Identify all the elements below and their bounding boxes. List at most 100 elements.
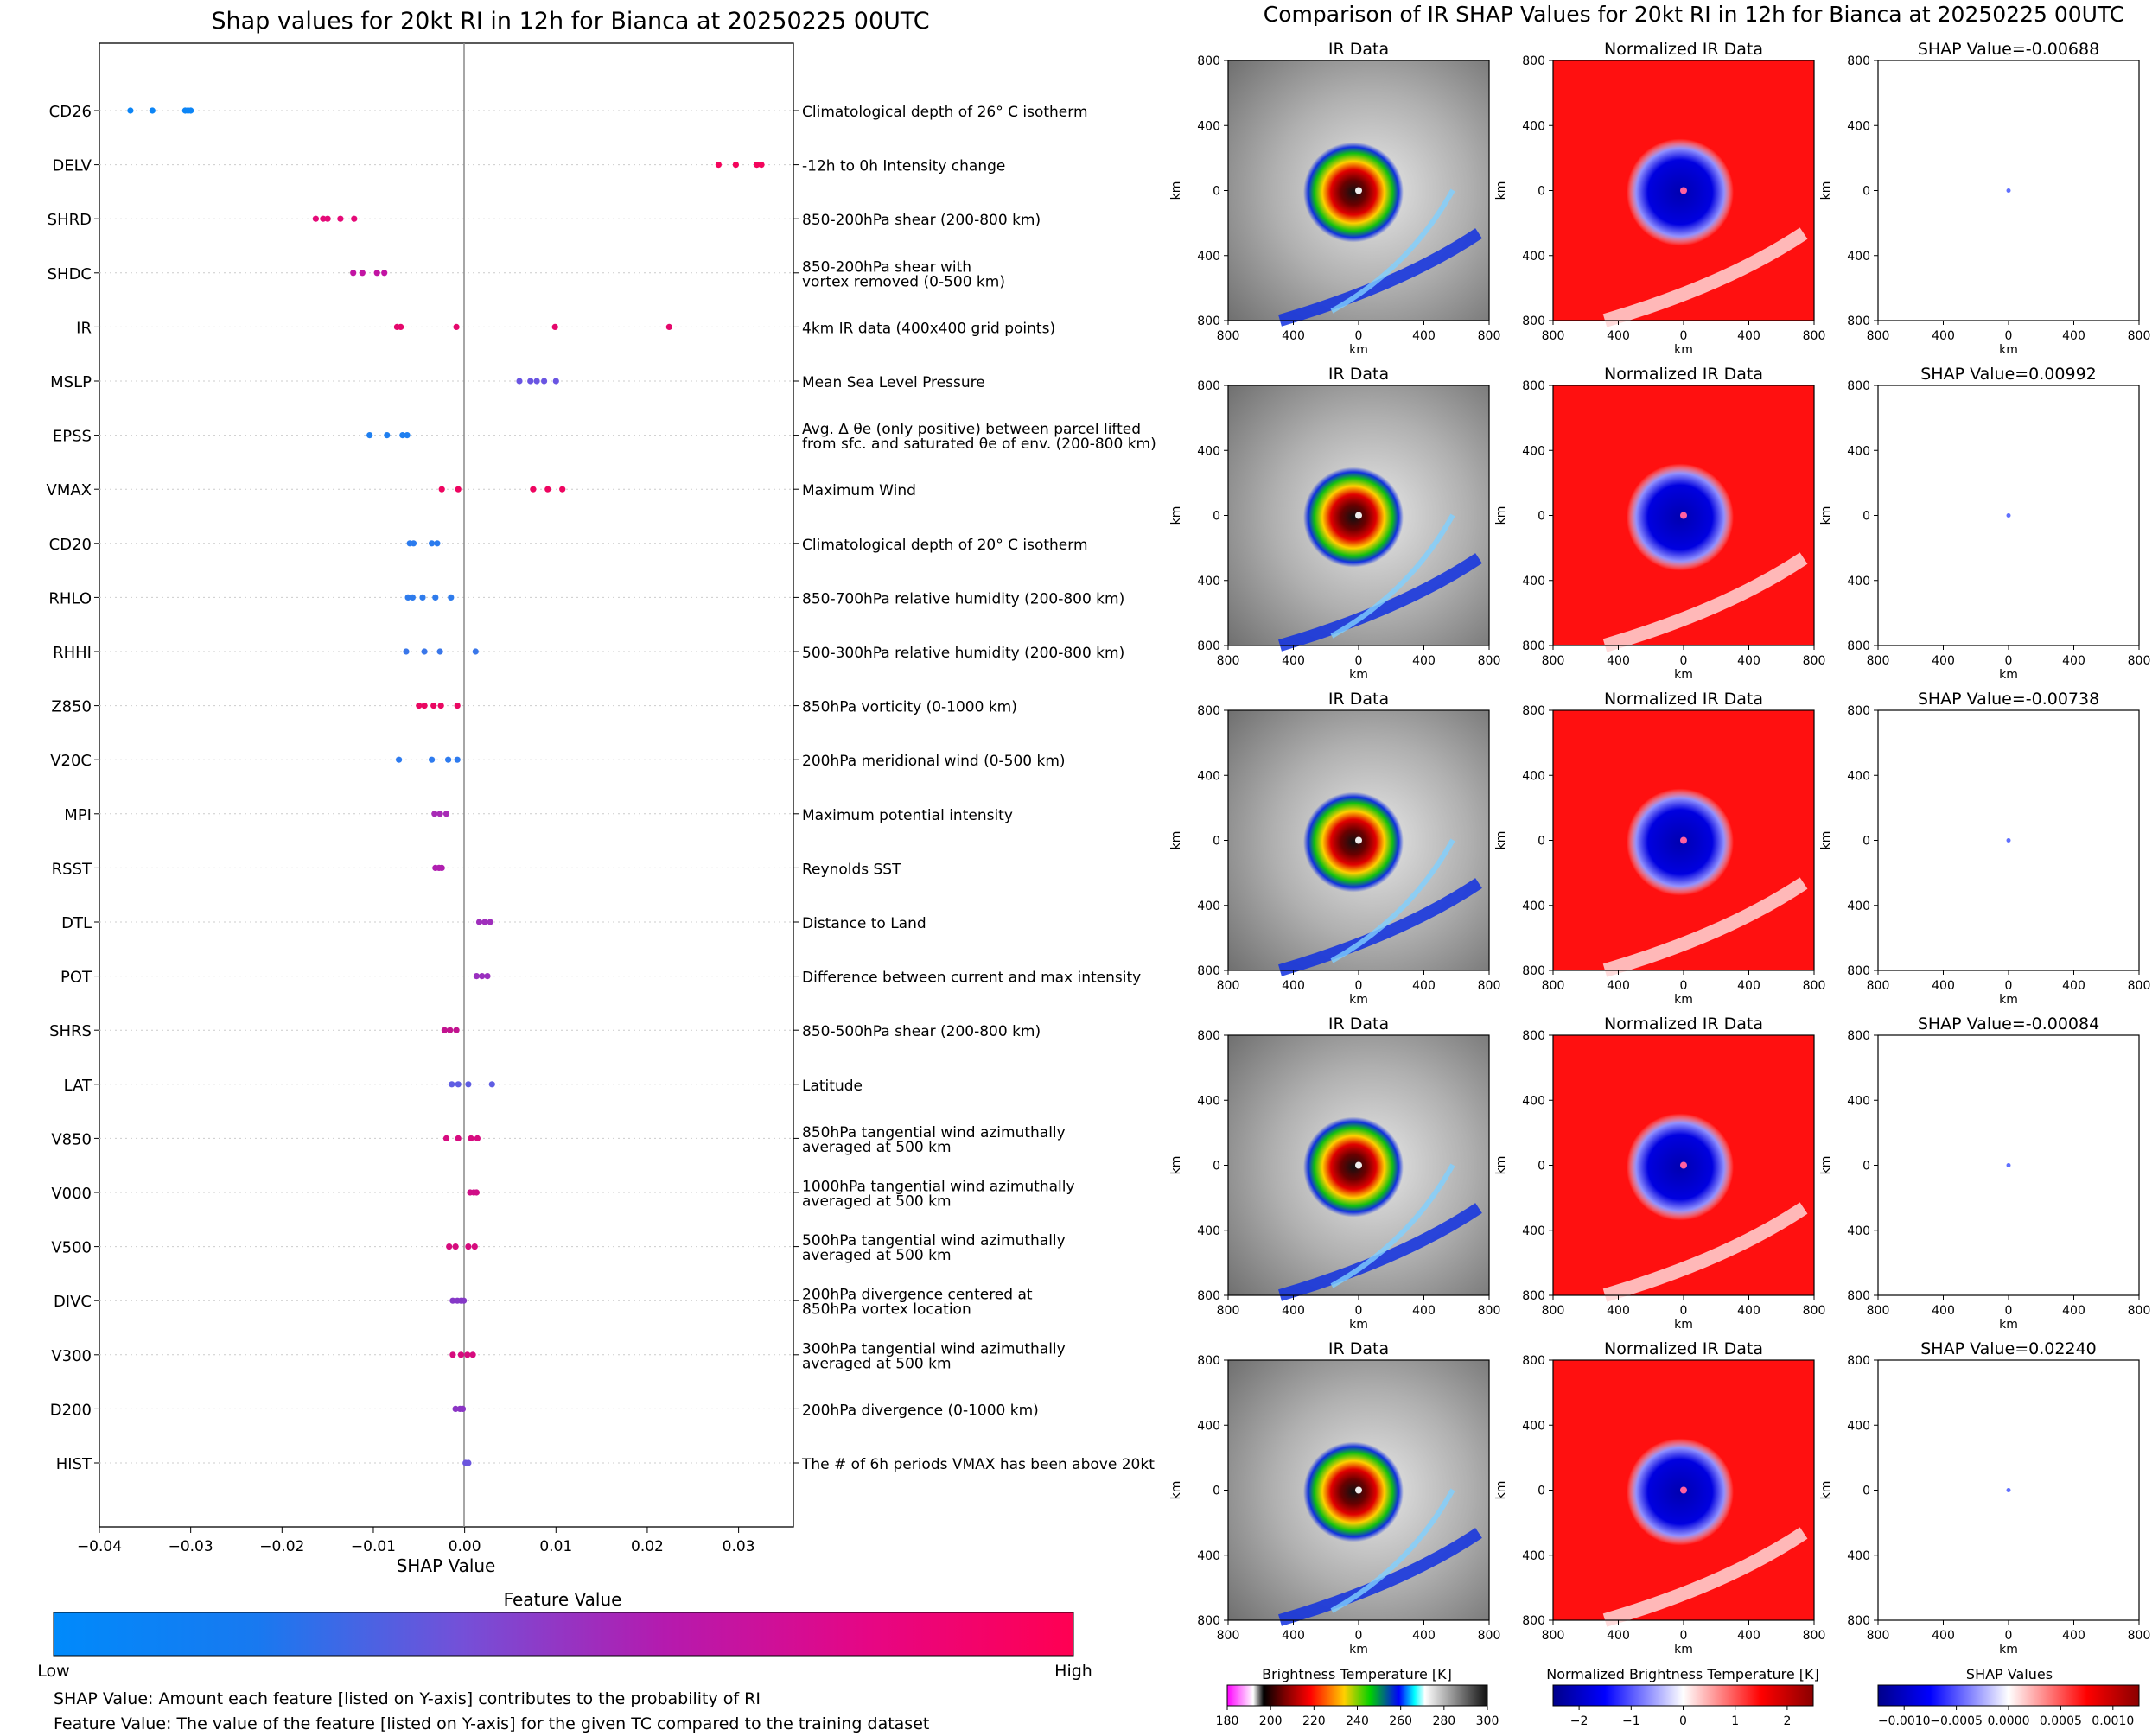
ir-rainband [1278, 228, 1482, 327]
colorbar-tick-label: 0.0005 [2040, 1714, 2082, 1728]
norm-eye [1680, 1486, 1687, 1494]
panel-y-tick-label: 0 [1213, 510, 1220, 524]
panel-x-tick-label: 800 [1217, 979, 1240, 993]
feature-description: 200hPa meridional wind (0-500 km) [802, 753, 1066, 770]
scatter-point [465, 1459, 472, 1466]
feature-label: DTL [61, 914, 92, 932]
panel-x-tick-label: 400 [1932, 1629, 1955, 1643]
panel-y-tick-label: 800 [1847, 379, 1870, 393]
feature-label: V20C [50, 752, 92, 770]
panel-y-tick-label: 400 [1197, 769, 1220, 783]
feature-description: Difference between current and max inten… [802, 970, 1141, 987]
scatter-point [431, 811, 438, 817]
panel-y-label: km [1819, 506, 1833, 525]
norm-eye [1680, 1161, 1687, 1169]
panel-y-tick-label: 0 [1862, 1160, 1870, 1173]
panel-x-tick-label: 400 [1737, 979, 1760, 993]
panel-title-shap: SHAP Value=0.00992 [1920, 365, 2097, 384]
panel-x-tick-label: 400 [1282, 1304, 1305, 1318]
panel-y-tick-label: 400 [1847, 900, 1870, 913]
panel-x-tick-label: 0 [1680, 1629, 1688, 1643]
scatter-point [455, 1081, 462, 1088]
panel-y-tick-label: 800 [1197, 1354, 1220, 1368]
panel-x-tick-label: 400 [2062, 979, 2085, 993]
scatter-point [544, 486, 551, 493]
scatter-point [715, 162, 723, 169]
colorbar-low-label: Low [37, 1662, 69, 1681]
feature-description: 850-200hPa shear with [802, 258, 971, 276]
panel-x-tick-label: 800 [1542, 329, 1565, 343]
panel-y-tick-label: 0 [1538, 1160, 1545, 1173]
panel-x-tick-label: 400 [1932, 979, 1955, 993]
colorbar-tick-label: 240 [1346, 1714, 1369, 1728]
panel-x-tick-label: 400 [1607, 329, 1630, 343]
panel-y-tick-label: 400 [1197, 900, 1220, 913]
panel-x-tick-label: 400 [1282, 1629, 1305, 1643]
feature-description: from sfc. and saturated θe of env. (200-… [802, 436, 1156, 453]
scatter-point [396, 756, 403, 763]
scatter-point [312, 215, 319, 222]
panel-title-norm: Normalized IR Data [1604, 1339, 1763, 1358]
feature-label: MSLP [50, 373, 92, 391]
feature-label: IR [76, 319, 92, 337]
norm-rainband [1602, 1202, 1808, 1302]
panel-y-label: km [1494, 506, 1508, 525]
scatter-point [484, 973, 491, 980]
panel-y-tick-label: 800 [1847, 964, 1870, 978]
panel-y-tick-label: 800 [1197, 315, 1220, 328]
feature-label: EPSS [53, 428, 92, 446]
feature-label: VMAX [47, 481, 92, 499]
panel-title-ir: IR Data [1328, 1014, 1389, 1033]
colorbar-tick-label: 220 [1302, 1714, 1326, 1728]
panel-x-tick-label: 400 [1412, 329, 1436, 343]
scatter-point [437, 703, 444, 709]
feature-label: DIVC [54, 1293, 92, 1311]
colorbar-tick-label: 300 [1476, 1714, 1499, 1728]
panel-title-ir: IR Data [1328, 40, 1389, 59]
panel-x-tick-label: 400 [1737, 1629, 1760, 1643]
x-tick-label: −0.01 [351, 1538, 396, 1555]
feature-label: SHRD [48, 211, 92, 229]
feature-description: vortex removed (0-500 km) [802, 273, 1005, 290]
scatter-point [754, 162, 761, 169]
panel-x-tick-label: 800 [1217, 1629, 1240, 1643]
panel-y-tick-label: 800 [1197, 1614, 1220, 1628]
panel-y-label: km [1169, 506, 1183, 525]
panel-x-tick-label: 0 [2005, 979, 2013, 993]
colorbar-tick-label: 280 [1432, 1714, 1455, 1728]
colorbar-tick-label: 180 [1216, 1714, 1239, 1728]
panel-x-tick-label: 800 [2128, 1629, 2151, 1643]
scatter-point [442, 811, 450, 817]
scatter-point [398, 323, 404, 330]
panel-x-label: km [1349, 668, 1368, 682]
panel-row: IR Data80080040040000400400800800kmkmNor… [1169, 365, 2150, 682]
panel-y-tick-label: 400 [1847, 1549, 1870, 1563]
scatter-point [447, 1027, 454, 1033]
feature-description: Distance to Land [802, 915, 926, 932]
feature-label: CD20 [49, 536, 92, 554]
feature-description: 200hPa divergence (0-1000 km) [802, 1402, 1039, 1419]
panel-y-tick-label: 400 [1847, 444, 1870, 458]
colorbar-tick-label: −0.0005 [1930, 1714, 1983, 1728]
panel-y-label: km [1494, 1481, 1508, 1500]
ir-storm [1303, 1116, 1404, 1218]
panel-x-tick-label: 400 [1737, 1304, 1760, 1318]
ir-storm [1303, 142, 1404, 243]
scatter-point [436, 648, 443, 655]
panel-title-norm: Normalized IR Data [1604, 40, 1763, 59]
feature-label: HIST [56, 1455, 92, 1473]
panel-y-tick-label: 400 [1522, 1224, 1545, 1238]
norm-rainband [1602, 227, 1808, 327]
feature-label: DELV [52, 157, 92, 175]
colorbar-tick-label: −2 [1570, 1714, 1589, 1728]
norm-storm [1627, 788, 1734, 896]
panel-x-tick-label: 0 [2005, 1304, 2013, 1318]
scatter-point [438, 486, 445, 493]
ir-colorbar-title: Brightness Temperature [K] [1262, 1666, 1452, 1682]
scatter-point [438, 864, 445, 872]
norm-rainband [1602, 877, 1808, 977]
scatter-point [409, 594, 416, 601]
panel-y-tick-label: 800 [1197, 1289, 1220, 1303]
panel-x-tick-label: 800 [1867, 654, 1890, 668]
scatter-point [552, 378, 559, 385]
